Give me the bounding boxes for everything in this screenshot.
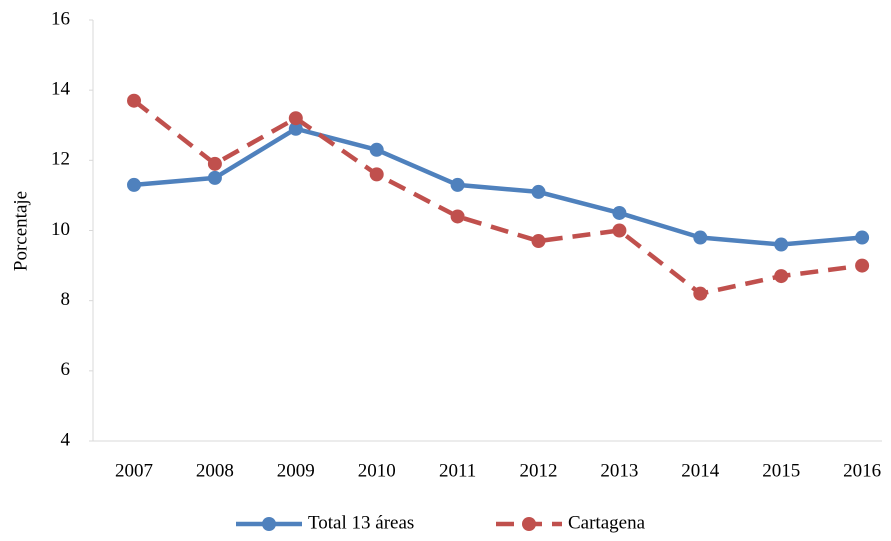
data-point: [693, 230, 708, 245]
legend-label: Cartagena: [568, 512, 646, 533]
series-line: [133, 126, 863, 247]
x-tick-label: 2014: [681, 460, 720, 481]
data-point: [369, 142, 384, 157]
y-tick-label: 6: [61, 359, 71, 380]
legend-marker: [522, 517, 536, 531]
data-point: [855, 258, 870, 273]
data-point: [774, 237, 789, 252]
x-tick-label: 2011: [439, 460, 476, 481]
data-point: [369, 167, 384, 182]
legend-marker: [262, 517, 276, 531]
data-point: [612, 205, 627, 220]
legend-label: Total 13 áreas: [308, 512, 414, 533]
x-tick-label: 2015: [762, 460, 800, 481]
x-tick-label: 2008: [196, 460, 234, 481]
x-tick-label: 2010: [358, 460, 396, 481]
x-tick-label: 2007: [115, 460, 153, 481]
data-point: [693, 286, 708, 301]
data-point: [774, 269, 789, 284]
series: [127, 121, 870, 252]
data-point: [531, 184, 546, 199]
data-point: [288, 121, 303, 136]
x-tick-label: 2013: [600, 460, 638, 481]
y-tick-label: 16: [51, 8, 70, 29]
series: [127, 93, 870, 301]
y-axis-label: Porcentaje: [10, 191, 31, 271]
data-point: [207, 156, 222, 171]
data-point: [855, 230, 870, 245]
data-point: [531, 234, 546, 249]
data-point: [127, 93, 141, 108]
y-tick-label: 8: [61, 289, 71, 310]
y-tick-label: 4: [61, 429, 71, 450]
y-tick-label: 10: [51, 219, 70, 240]
data-point: [612, 223, 627, 238]
data-point: [450, 177, 465, 192]
data-point: [207, 170, 222, 185]
series-line: [132, 98, 863, 296]
y-tick-label: 12: [51, 149, 70, 170]
data-point: [288, 111, 303, 126]
y-tick-label: 14: [51, 79, 71, 100]
x-tick-label: 2016: [843, 460, 881, 481]
data-point: [450, 209, 465, 224]
x-tick-label: 2012: [520, 460, 558, 481]
x-tick-label: 2009: [277, 460, 315, 481]
data-point: [127, 177, 141, 192]
